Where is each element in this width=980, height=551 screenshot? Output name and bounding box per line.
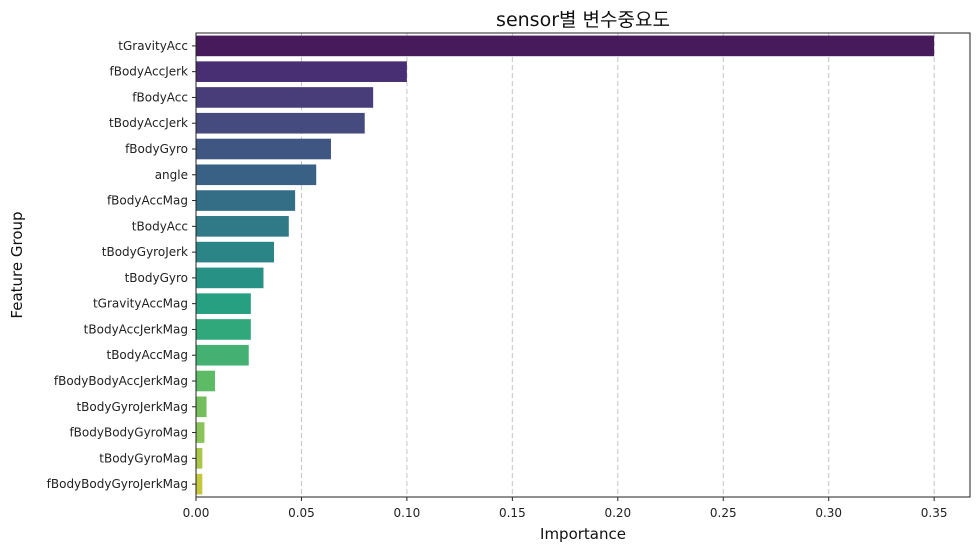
- x-axis-title: Importance: [540, 525, 626, 543]
- bar: [196, 396, 207, 418]
- x-tick-label: 0.10: [394, 506, 421, 520]
- bar: [196, 190, 296, 211]
- y-tick-label: angle: [155, 168, 188, 182]
- bar: [196, 112, 365, 134]
- bar: [196, 422, 205, 443]
- bar: [196, 61, 407, 82]
- y-axis-ticks: tGravityAcc fBodyAccJerk fBodyAcc tBodyAccJ…: [47, 39, 196, 491]
- bar: [196, 344, 249, 366]
- y-tick-label: tBodyAccMag: [106, 348, 188, 362]
- plot-frame: [195, 32, 971, 498]
- bar: [196, 241, 275, 263]
- y-tick-label: fBodyAccJerk: [109, 65, 188, 79]
- y-tick-label: tBodyGyroJerkMag: [76, 400, 188, 414]
- x-gridlines: [300, 33, 935, 497]
- y-tick-label: fBodyAccMag: [107, 194, 188, 208]
- y-tick-label: tBodyAccJerk: [109, 116, 188, 130]
- bar: [196, 164, 317, 186]
- bar: [196, 35, 935, 57]
- y-tick-label: tBodyGyroMag: [99, 451, 188, 465]
- x-tick-label: 0.20: [604, 506, 631, 520]
- x-tick-label: 0.35: [921, 506, 948, 520]
- bar: [196, 293, 251, 314]
- bar: [196, 216, 289, 237]
- bar: [196, 319, 251, 340]
- bar: [196, 473, 203, 495]
- y-tick-label: fBodyAcc: [132, 90, 188, 104]
- y-tick-label: tBodyGyroJerk: [102, 245, 188, 259]
- bar: [196, 87, 374, 108]
- y-tick-label: fBodyBodyAccJerkMag: [54, 374, 188, 388]
- bars: [196, 35, 935, 495]
- y-tick-label: tBodyAccJerkMag: [84, 322, 188, 336]
- bar: [196, 267, 264, 289]
- x-tick-label: 0.25: [710, 506, 737, 520]
- y-axis-title: Feature Group: [8, 211, 26, 318]
- y-tick-label: fBodyBodyGyroJerkMag: [47, 477, 188, 491]
- x-axis-ticks: 0.00 0.05 0.10 0.15 0.20 0.25 0.30 0.35: [183, 497, 948, 520]
- y-tick-label: tBodyAcc: [132, 219, 188, 233]
- y-tick-label: tBodyGyro: [125, 271, 188, 285]
- y-tick-label: fBodyGyro: [125, 142, 188, 156]
- bar: [196, 138, 331, 160]
- chart-title: sensor별 변수중요도: [496, 9, 670, 31]
- y-tick-label: tGravityAcc: [118, 39, 188, 53]
- bar: [196, 448, 203, 469]
- x-tick-label: 0.30: [815, 506, 842, 520]
- y-tick-label: tGravityAccMag: [93, 297, 188, 311]
- bar: [196, 370, 215, 392]
- x-tick-label: 0.00: [183, 506, 210, 520]
- x-tick-label: 0.05: [288, 506, 315, 520]
- y-tick-label: fBodyBodyGyroMag: [69, 426, 188, 440]
- x-tick-label: 0.15: [499, 506, 526, 520]
